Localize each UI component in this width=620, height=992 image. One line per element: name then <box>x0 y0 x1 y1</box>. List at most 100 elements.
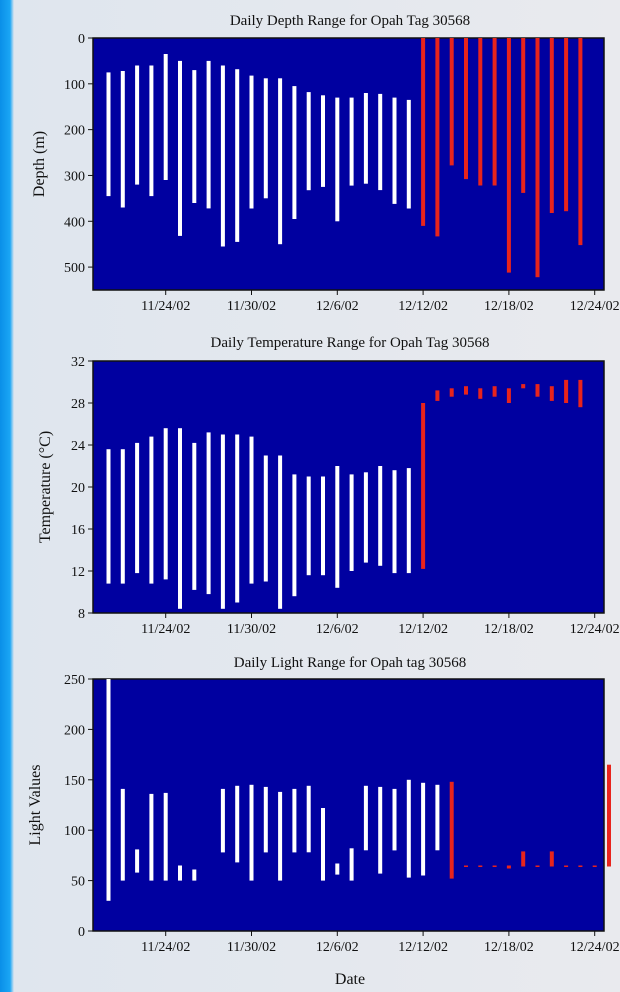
depth-range-bar <box>335 97 340 222</box>
light-y-tick-label: 150 <box>64 774 85 789</box>
temperature-y-tick-label: 16 <box>71 523 85 538</box>
light-x-tick-label: 12/18/02 <box>484 940 534 955</box>
depth-title: Daily Depth Range for Opah Tag 30568 <box>230 13 470 29</box>
light-range-bar <box>592 865 597 867</box>
light-x-tick-label: 12/12/02 <box>398 940 448 955</box>
temperature-range-bar <box>335 466 340 588</box>
light-range-bar <box>506 865 511 869</box>
temperature-y-tick-label: 12 <box>71 565 85 580</box>
light-range-bar <box>421 782 426 876</box>
temperature-title: Daily Temperature Range for Opah Tag 305… <box>211 335 490 351</box>
depth-range-bar <box>306 92 311 191</box>
light-range-bar <box>392 788 397 851</box>
depth-range-bar <box>435 38 440 237</box>
depth-range-bar <box>363 93 368 184</box>
depth-range-bar <box>535 38 540 278</box>
depth-y-tick-label: 200 <box>64 124 85 139</box>
light-range-bar <box>249 784 254 881</box>
light-range-bar <box>192 869 197 881</box>
temperature-range-bar <box>435 390 440 401</box>
temperature-range-bar <box>249 436 254 584</box>
depth-range-bar <box>163 54 168 180</box>
depth-x-tick-label: 12/6/02 <box>316 299 359 314</box>
depth-range-bar <box>192 70 197 203</box>
light-range-bar <box>607 764 611 867</box>
light-range-bar <box>464 865 468 867</box>
depth-y-tick-label: 100 <box>64 78 85 93</box>
light-y-tick-label: 200 <box>64 723 85 738</box>
light-bars <box>106 679 611 901</box>
light-x-tick-label: 11/24/02 <box>141 940 190 955</box>
depth-range-bar <box>392 97 397 204</box>
temperature-range-bar <box>506 388 511 403</box>
depth-range-bar <box>149 65 154 197</box>
depth-y-ticks: 0 100 200 300 400 500 <box>64 32 93 276</box>
temperature-y-tick-label: 32 <box>71 355 85 370</box>
x-axis-label: Date <box>335 971 365 988</box>
light-range-bar <box>564 865 569 867</box>
temperature-range-bar <box>306 476 311 576</box>
light-range-bar <box>235 785 240 863</box>
light-range-bar <box>335 863 340 875</box>
light-range-bar <box>306 785 311 853</box>
depth-range-bar <box>464 38 468 180</box>
light-range-bar <box>135 849 140 873</box>
temperature-range-bar <box>378 466 383 566</box>
light-range-bar <box>449 781 454 879</box>
depth-x-ticks: 11/24/02 11/30/02 12/6/02 12/12/02 12/18/02 1… <box>141 290 620 314</box>
light-range-bar <box>178 865 182 881</box>
depth-bars <box>106 38 583 278</box>
temperature-y-tick-label: 8 <box>78 607 85 622</box>
depth-y-tick-label: 0 <box>78 32 85 47</box>
depth-range-bar <box>506 38 511 273</box>
depth-x-tick-label: 11/30/02 <box>227 299 276 314</box>
light-y-tick-label: 50 <box>71 875 85 890</box>
temperature-range-bar <box>120 449 125 584</box>
depth-range-bar <box>249 75 254 209</box>
light-range-bar <box>278 791 283 881</box>
temperature-plot-area <box>92 360 605 614</box>
temperature-range-bar <box>206 432 211 595</box>
light-x-ticks: 11/24/02 11/30/02 12/6/02 12/12/02 12/18/02 1… <box>141 931 620 955</box>
depth-range-bar <box>178 60 182 236</box>
depth-range-bar <box>278 78 283 245</box>
light-x-tick-label: 12/24/02 <box>570 940 620 955</box>
temperature-range-bar <box>135 442 140 574</box>
depth-range-bar <box>321 95 325 187</box>
light-range-bar <box>349 848 354 881</box>
temperature-range-bar <box>178 428 182 609</box>
light-range-bar <box>535 865 540 867</box>
light-range-bar <box>363 785 368 851</box>
depth-range-bar <box>564 38 569 212</box>
temperature-range-bar <box>478 388 483 399</box>
depth-range-bar <box>120 71 125 208</box>
temperature-x-tick-label: 11/24/02 <box>141 622 190 637</box>
depth-range-bar <box>421 38 426 226</box>
depth-y-label: Depth (m) <box>31 131 48 197</box>
light-y-ticks: 0 50 100 150 200 250 <box>64 673 93 940</box>
light-range-bar <box>149 793 154 881</box>
depth-x-tick-label: 11/24/02 <box>141 299 190 314</box>
temperature-range-bar <box>163 428 168 580</box>
depth-y-tick-label: 500 <box>64 261 85 276</box>
temperature-range-bar <box>349 474 354 571</box>
temperature-range-bar <box>464 386 468 395</box>
light-y-tick-label: 0 <box>78 925 85 940</box>
temperature-range-bar <box>363 472 368 563</box>
light-plot-area <box>92 678 605 932</box>
temperature-range-bar <box>549 386 554 401</box>
temperature-range-bar <box>521 384 526 389</box>
depth-range-bar <box>492 38 497 186</box>
depth-range-bar <box>378 93 383 191</box>
temperature-range-bar <box>278 455 283 609</box>
light-range-bar <box>263 786 268 853</box>
depth-range-bar <box>449 38 454 166</box>
light-range-bar <box>292 788 297 853</box>
temperature-x-ticks: 11/24/02 11/30/02 12/6/02 12/12/02 12/18/02 1… <box>141 613 620 637</box>
temperature-range-bar <box>578 379 583 408</box>
light-x-tick-label: 12/6/02 <box>316 940 359 955</box>
temperature-y-tick-label: 20 <box>71 481 85 496</box>
depth-x-tick-label: 12/12/02 <box>398 299 448 314</box>
depth-range-bar <box>406 99 411 209</box>
